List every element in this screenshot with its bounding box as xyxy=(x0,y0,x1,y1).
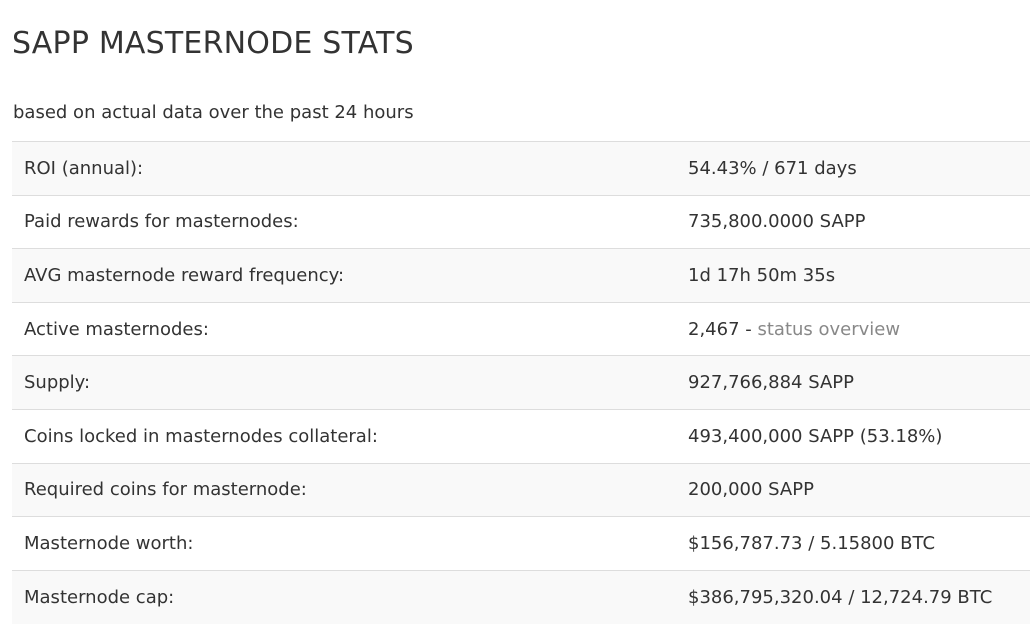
stat-label: Required coins for masternode: xyxy=(24,479,307,501)
stat-label: AVG masternode reward frequency: xyxy=(24,264,345,286)
stat-value: $386,795,320.04 / 12,724.79 BTC xyxy=(688,586,993,608)
stat-value: 493,400,000 SAPP (53.18%) xyxy=(688,425,943,447)
stat-label: ROI (annual): xyxy=(24,157,144,179)
stats-row-required-coins: Required coins for masternode: 200,000 S… xyxy=(12,463,1030,517)
stat-label: Supply: xyxy=(24,372,91,394)
stat-label: Masternode worth: xyxy=(24,532,194,554)
masternode-stats-table: ROI (annual): 54.43% / 671 days Paid rew… xyxy=(12,141,1030,624)
stats-row-active-masternodes: Active masternodes: 2,467 - status overv… xyxy=(12,302,1030,356)
stat-value: 1d 17h 50m 35s xyxy=(688,264,836,286)
stat-value: 200,000 SAPP xyxy=(688,479,814,501)
stat-value: 927,766,884 SAPP xyxy=(688,372,855,394)
status-overview-link[interactable]: status overview xyxy=(757,318,901,340)
stat-value: $156,787.73 / 5.15800 BTC xyxy=(688,532,936,554)
stats-row-paid-rewards: Paid rewards for masternodes: 735,800.00… xyxy=(12,195,1030,249)
stats-row-reward-frequency: AVG masternode reward frequency: 1d 17h … xyxy=(12,248,1030,303)
stat-value-cell: 2,467 - status overview xyxy=(676,302,1030,356)
value-separator: - xyxy=(739,318,758,340)
stat-label: Coins locked in masternodes collateral: xyxy=(24,425,378,447)
stat-value: 735,800.0000 SAPP xyxy=(688,211,866,233)
page-title: SAPP MASTERNODE STATS xyxy=(12,26,414,61)
stats-row-coins-locked: Coins locked in masternodes collateral: … xyxy=(12,409,1030,464)
stats-row-supply: Supply: 927,766,884 SAPP xyxy=(12,355,1030,410)
stats-row-masternode-cap: Masternode cap: $386,795,320.04 / 12,724… xyxy=(12,570,1030,624)
stat-label: Active masternodes: xyxy=(24,318,209,340)
stats-row-masternode-worth: Masternode worth: $156,787.73 / 5.15800 … xyxy=(12,516,1030,571)
stat-label: Paid rewards for masternodes: xyxy=(24,211,299,233)
stat-value: 2,467 xyxy=(688,318,740,340)
stats-row-roi: ROI (annual): 54.43% / 671 days xyxy=(12,141,1030,196)
stat-value: 54.43% / 671 days xyxy=(688,157,857,179)
stat-label: Masternode cap: xyxy=(24,586,175,608)
page-subtitle: based on actual data over the past 24 ho… xyxy=(13,102,414,123)
